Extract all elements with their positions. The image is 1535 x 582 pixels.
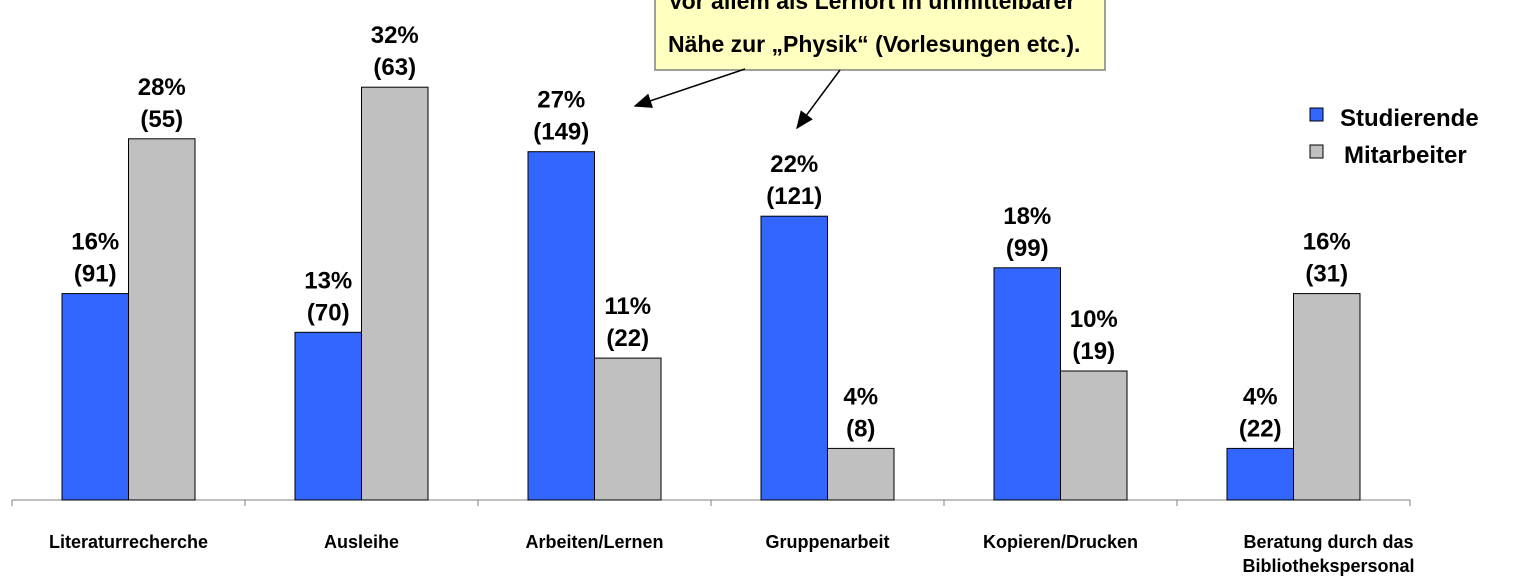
annotation-arrow	[633, 68, 746, 108]
count-label: (55)	[140, 106, 183, 133]
value-label: 13%	[304, 267, 352, 294]
value-label: 22%	[770, 151, 818, 178]
value-label: 18%	[1003, 203, 1051, 230]
value-label: 32%	[371, 22, 419, 49]
bar	[993, 267, 1061, 501]
value-label: 28%	[138, 74, 186, 101]
bar	[61, 293, 129, 501]
bar	[361, 86, 429, 501]
bar	[594, 357, 662, 501]
bar	[527, 151, 595, 501]
count-label: (19)	[1072, 338, 1115, 365]
count-label: (149)	[533, 119, 589, 146]
annotation-text: Nähe zur „Physik“ (Vorlesungen etc.).	[668, 31, 1080, 57]
count-label: (99)	[1006, 235, 1049, 262]
count-label: (91)	[74, 261, 117, 288]
legend-swatch	[1309, 144, 1324, 159]
x-tick-label: Literaturrecherche	[49, 532, 208, 552]
bar	[827, 447, 895, 501]
count-label: (22)	[606, 325, 649, 352]
x-tick-label: Arbeiten/Lernen	[525, 532, 663, 552]
x-tick-label: Ausleihe	[324, 532, 399, 552]
value-label: 27%	[537, 87, 585, 114]
bar	[294, 331, 362, 501]
value-label: 16%	[1303, 229, 1351, 256]
value-label: 4%	[843, 383, 878, 410]
count-label: (22)	[1239, 415, 1282, 442]
annotation-arrow	[796, 69, 841, 130]
x-tick-label: Gruppenarbeit	[765, 532, 889, 552]
x-tick-label: Beratung durch das	[1243, 532, 1413, 552]
annotation-box	[654, 0, 1106, 71]
count-label: (8)	[846, 415, 875, 442]
legend-label: Mitarbeiter	[1344, 142, 1467, 169]
x-tick-label: Bibliothekspersonal	[1242, 556, 1414, 576]
count-label: (70)	[307, 299, 350, 326]
count-label: (31)	[1305, 261, 1348, 288]
bar	[1293, 293, 1361, 501]
count-label: (121)	[766, 183, 822, 210]
value-label: 11%	[604, 293, 651, 320]
bar	[1060, 370, 1128, 501]
x-tick-label: Kopieren/Drucken	[983, 532, 1138, 552]
value-label: 4%	[1243, 383, 1278, 410]
value-label: 16%	[71, 229, 119, 256]
annotation-text: Vor allem als Lernort in unmittelbarer	[668, 0, 1075, 14]
bar	[760, 215, 828, 501]
bar	[128, 138, 196, 501]
value-label: 10%	[1070, 306, 1118, 333]
legend-swatch	[1309, 107, 1324, 122]
bar	[1226, 447, 1294, 501]
legend-label: Studierende	[1340, 105, 1479, 132]
count-label: (63)	[373, 54, 416, 81]
